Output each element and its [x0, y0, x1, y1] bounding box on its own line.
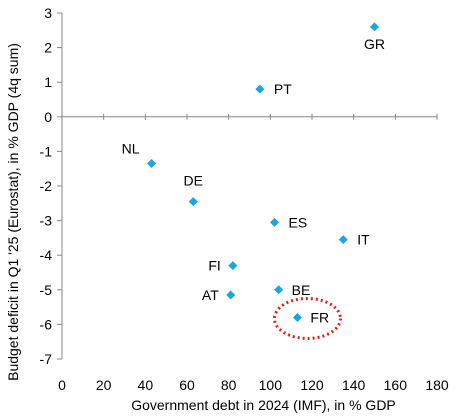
data-point-fi: [228, 261, 238, 271]
point-label-it: IT: [357, 232, 370, 248]
y-axis-title: Budget deficit in Q1 '25 (Eurostat), in …: [5, 43, 21, 381]
point-label-be: BE: [292, 282, 311, 298]
y-tick-label: -2: [40, 178, 53, 194]
x-tick-label: 20: [96, 377, 112, 393]
data-point-fr: [292, 312, 302, 322]
point-label-de: DE: [184, 173, 203, 189]
y-tick-label: 2: [44, 40, 52, 56]
point-label-gr: GR: [364, 36, 385, 52]
y-tick-label: 3: [44, 5, 52, 21]
y-tick-label: -7: [40, 351, 53, 367]
point-label-pt: PT: [274, 81, 292, 97]
x-axis-title: Government debt in 2024 (IMF), in % GDP: [131, 397, 396, 413]
x-tick-label: 40: [138, 377, 154, 393]
point-label-fr: FR: [310, 309, 329, 325]
y-tick-label: 1: [44, 74, 52, 90]
data-point-pt: [255, 84, 265, 94]
point-label-at: AT: [202, 287, 219, 303]
x-tick-label: 60: [179, 377, 195, 393]
x-tick-label: 160: [384, 377, 408, 393]
y-axis-ticks: -7 -6 -5 -4 -3 -2 -1 0 1 2 3: [40, 5, 62, 367]
x-tick-label: 80: [221, 377, 237, 393]
data-point-be: [274, 285, 284, 295]
x-tick-label: 0: [58, 377, 66, 393]
data-points: GR PT NL DE ES IT FI BE AT FR: [122, 22, 385, 325]
point-label-nl: NL: [122, 141, 140, 157]
data-point-at: [226, 290, 236, 300]
point-label-es: ES: [289, 214, 308, 230]
x-tick-label: 100: [259, 377, 283, 393]
data-point-it: [338, 235, 348, 245]
highlight-circle: [272, 296, 342, 340]
y-tick-label: -3: [40, 213, 53, 229]
data-point-gr: [370, 22, 379, 32]
x-tick-label: 180: [425, 377, 449, 393]
y-tick-label: -1: [40, 143, 53, 159]
point-label-fi: FI: [208, 258, 220, 274]
data-point-de: [188, 197, 198, 207]
x-axis-ticks: 0 20 40 60 80 100 120 140 160 180: [58, 113, 449, 393]
y-tick-label: 0: [44, 109, 52, 125]
data-point-nl: [147, 159, 157, 169]
x-tick-label: 120: [300, 377, 324, 393]
data-point-es: [270, 217, 279, 227]
y-tick-label: -4: [40, 247, 53, 263]
y-tick-label: -5: [40, 282, 53, 298]
y-tick-label: -6: [40, 316, 53, 332]
x-tick-label: 140: [342, 377, 366, 393]
